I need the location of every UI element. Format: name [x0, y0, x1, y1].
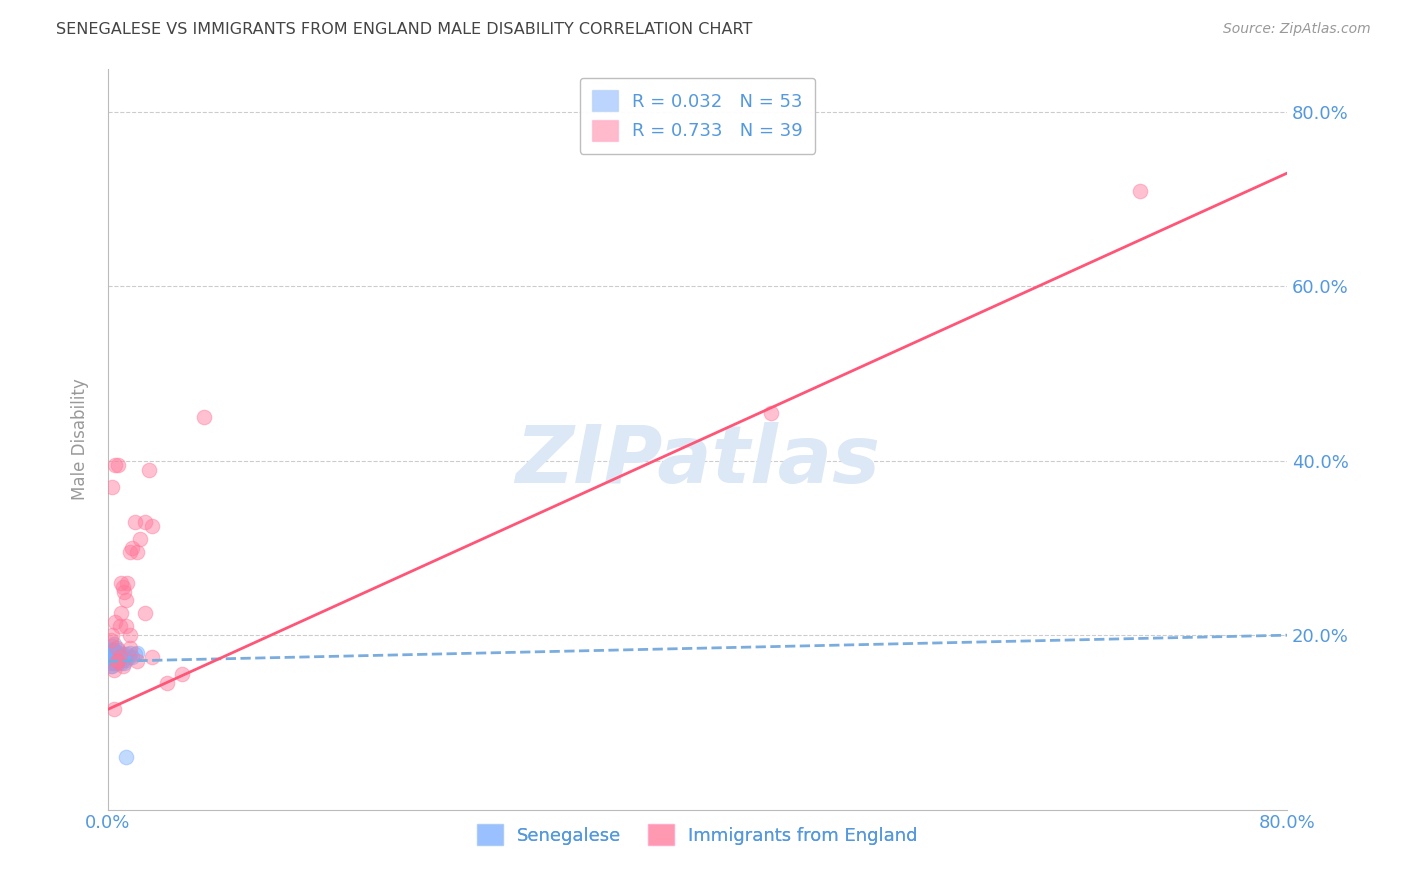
Point	[108, 650, 131, 665]
Point	[114, 619, 136, 633]
Point	[110, 656, 132, 670]
Point	[104, 458, 127, 473]
Point	[105, 652, 128, 666]
Point	[121, 541, 143, 555]
Point	[108, 619, 131, 633]
Point	[101, 480, 124, 494]
Point	[129, 533, 152, 547]
Point	[101, 654, 124, 668]
Point	[98, 646, 121, 660]
Point	[141, 519, 163, 533]
Point	[105, 656, 128, 670]
Point	[101, 656, 124, 670]
Point	[103, 650, 125, 665]
Point	[127, 545, 149, 559]
Point	[138, 462, 160, 476]
Point	[120, 545, 142, 559]
Point	[98, 654, 121, 668]
Text: Source: ZipAtlas.com: Source: ZipAtlas.com	[1223, 22, 1371, 37]
Point	[120, 646, 142, 660]
Point	[127, 646, 149, 660]
Point	[104, 648, 127, 662]
Point	[98, 656, 121, 670]
Point	[98, 644, 121, 658]
Point	[100, 658, 122, 673]
Point	[121, 650, 143, 665]
Point	[110, 575, 132, 590]
Point	[103, 652, 125, 666]
Y-axis label: Male Disability: Male Disability	[72, 378, 89, 500]
Point	[124, 515, 146, 529]
Point	[115, 648, 138, 662]
Point	[120, 628, 142, 642]
Point	[101, 648, 124, 662]
Point	[124, 648, 146, 662]
Point	[103, 656, 125, 670]
Point	[193, 410, 215, 425]
Point	[115, 575, 138, 590]
Point	[114, 750, 136, 764]
Point	[107, 648, 129, 662]
Point	[103, 643, 125, 657]
Point	[761, 406, 783, 420]
Point	[110, 650, 132, 665]
Point	[112, 584, 135, 599]
Point	[111, 648, 134, 662]
Point	[103, 637, 125, 651]
Point	[104, 656, 127, 670]
Point	[107, 650, 129, 665]
Point	[103, 702, 125, 716]
Point	[107, 654, 129, 668]
Text: SENEGALESE VS IMMIGRANTS FROM ENGLAND MALE DISABILITY CORRELATION CHART: SENEGALESE VS IMMIGRANTS FROM ENGLAND MA…	[56, 22, 752, 37]
Point	[100, 652, 122, 666]
Point	[103, 646, 125, 660]
Point	[101, 652, 124, 666]
Point	[112, 656, 135, 670]
Point	[101, 643, 124, 657]
Point	[100, 648, 122, 662]
Point	[111, 658, 134, 673]
Point	[1129, 184, 1152, 198]
Point	[108, 652, 131, 666]
Point	[98, 650, 121, 665]
Point	[114, 593, 136, 607]
Point	[101, 658, 124, 673]
Point	[107, 656, 129, 670]
Point	[108, 650, 131, 665]
Point	[104, 650, 127, 665]
Point	[170, 667, 193, 681]
Point	[100, 643, 122, 657]
Point	[105, 654, 128, 668]
Point	[120, 641, 142, 656]
Point	[107, 458, 129, 473]
Point	[111, 652, 134, 666]
Point	[127, 654, 149, 668]
Point	[117, 650, 139, 665]
Point	[104, 646, 127, 660]
Point	[114, 652, 136, 666]
Point	[134, 515, 156, 529]
Legend: Senegalese, Immigrants from England: Senegalese, Immigrants from England	[470, 817, 925, 853]
Point	[134, 607, 156, 621]
Point	[156, 676, 179, 690]
Point	[104, 652, 127, 666]
Point	[108, 646, 131, 660]
Point	[112, 650, 135, 665]
Point	[105, 641, 128, 656]
Point	[111, 580, 134, 594]
Point	[105, 650, 128, 665]
Point	[104, 615, 127, 629]
Point	[107, 643, 129, 657]
Point	[105, 646, 128, 660]
Point	[103, 663, 125, 677]
Point	[110, 607, 132, 621]
Text: ZIPatlas: ZIPatlas	[515, 422, 880, 500]
Point	[101, 639, 124, 653]
Point	[100, 632, 122, 647]
Point	[141, 650, 163, 665]
Point	[100, 650, 122, 665]
Point	[101, 628, 124, 642]
